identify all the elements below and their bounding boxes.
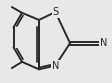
Text: N: N — [51, 61, 59, 71]
Text: S: S — [52, 7, 58, 17]
Text: N: N — [99, 38, 106, 48]
